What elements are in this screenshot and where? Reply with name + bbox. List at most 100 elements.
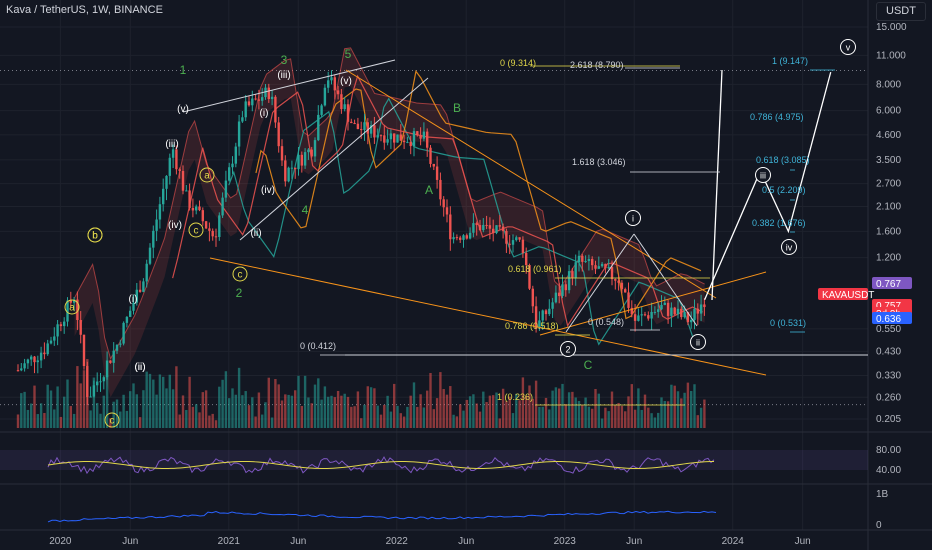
volume-bar	[498, 418, 501, 428]
volume-bar	[670, 384, 673, 428]
candle-body	[115, 344, 119, 351]
volume-bar	[63, 396, 66, 428]
time-tick: 2023	[554, 536, 577, 547]
fib-label: 0.5 (2.209)	[762, 185, 806, 195]
time-tick: Jun	[290, 536, 306, 547]
volume-bar	[647, 407, 650, 428]
wave-label-white: (iv)	[261, 185, 275, 196]
wave-label-white: (iv)	[168, 220, 182, 231]
volume-bar	[109, 418, 112, 428]
downtrend-line-3	[539, 271, 767, 336]
wave-label-green: 1	[180, 63, 187, 77]
candle-body	[303, 152, 307, 166]
wave-label-green: 2	[236, 286, 243, 300]
price-tick: 0.550	[876, 324, 901, 335]
volume-bar	[478, 411, 482, 428]
wave-circle-yellow	[64, 299, 80, 315]
candle-body	[663, 302, 666, 305]
volume-bar	[317, 378, 320, 428]
cloud-edge	[74, 47, 705, 360]
price-axis[interactable]: 15.000 11.000 8.000 6.000 4.600 3.500 2.700 2.1…	[818, 22, 912, 531]
volume-tick: 1B	[876, 489, 889, 500]
volume-bar	[135, 394, 138, 428]
volume-bar	[327, 396, 330, 428]
volume-bar	[399, 413, 402, 428]
volume-bar	[604, 407, 607, 428]
candle-body	[624, 289, 627, 293]
candle-body	[567, 271, 571, 291]
candle-body	[346, 104, 350, 122]
volume-bar	[99, 413, 102, 428]
rsi-pane	[0, 450, 868, 475]
volume-tick: 0	[876, 520, 882, 531]
time-tick: 2021	[218, 536, 241, 547]
candle-body	[673, 307, 676, 315]
candle-body	[650, 312, 653, 319]
candle-body	[426, 131, 429, 148]
time-tick: 2022	[386, 536, 409, 547]
candle-body	[241, 117, 244, 122]
volume-bar	[198, 412, 201, 428]
price-tick: 2.100	[876, 202, 901, 213]
volume-bar	[152, 379, 155, 428]
candle-body	[657, 309, 660, 312]
volume-bar	[89, 410, 92, 428]
volume-bar	[587, 406, 591, 428]
volume-bar	[162, 376, 165, 428]
price-tag-bg	[872, 312, 912, 324]
volume-bar	[581, 405, 584, 428]
rsi-tick: 80.00	[876, 445, 901, 456]
volume-bar	[277, 384, 280, 428]
candle-body	[280, 146, 284, 161]
candle-body	[33, 356, 36, 363]
volume-bar	[307, 397, 310, 428]
fib-label: 0.786 (0.518)	[505, 321, 559, 331]
volume-bar	[244, 391, 247, 428]
volume-bar	[660, 397, 663, 428]
candle-body	[442, 199, 445, 208]
candle-body	[531, 288, 534, 307]
volume-bar	[558, 388, 561, 428]
candle-body	[330, 77, 333, 81]
volume-bar	[396, 405, 399, 428]
volume-bar	[376, 405, 379, 428]
candle-body	[548, 308, 551, 315]
candle-body	[511, 240, 515, 245]
volume-bar	[313, 384, 317, 428]
candle-body	[690, 319, 693, 323]
candle-body	[462, 235, 465, 240]
volume-bar	[287, 394, 290, 428]
candle-body	[171, 149, 175, 158]
candle-body	[541, 310, 544, 321]
candle-body	[155, 219, 158, 231]
volume-bar	[343, 393, 346, 428]
volume-bar	[261, 414, 264, 428]
volume-bar	[383, 404, 386, 428]
volume-bar	[574, 397, 577, 428]
volume-bar	[690, 390, 693, 428]
currency-selector[interactable]: USDT	[876, 2, 926, 21]
volume-bar	[366, 386, 369, 428]
wave-circle-roman	[690, 334, 706, 350]
candle-body	[432, 163, 435, 167]
volume-bar	[676, 391, 680, 428]
volume-bar	[49, 390, 53, 428]
volume-bar	[426, 390, 429, 428]
price-tag-bg	[818, 288, 868, 300]
candle-body	[402, 140, 406, 143]
candle-body	[680, 308, 683, 318]
candle-body	[383, 135, 386, 143]
fib-label: 0 (0.412)	[300, 341, 336, 351]
candle-body	[158, 204, 162, 220]
candle-body	[129, 310, 132, 317]
volume-bar	[389, 411, 393, 428]
volume-bar	[30, 403, 33, 428]
price-tick: 15.000	[876, 22, 907, 33]
candlesticks[interactable]	[16, 70, 706, 405]
time-axis[interactable]: 2020 Jun 2021 Jun 2022 Jun 2023 Jun 2024 Jun	[49, 536, 811, 547]
candle-body	[604, 263, 607, 269]
volume-bar	[624, 411, 627, 428]
wave-label-yellow: c	[194, 226, 199, 237]
candle-body	[676, 308, 680, 315]
